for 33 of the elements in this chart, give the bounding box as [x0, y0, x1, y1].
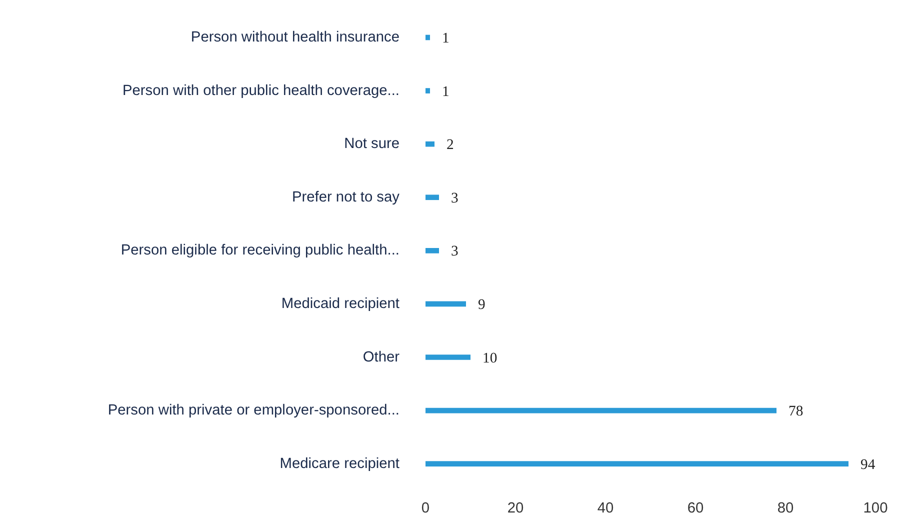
- y-tick-label: Person with private or employer-sponsored...: [108, 402, 400, 419]
- y-tick-label: Medicaid recipient: [281, 296, 400, 312]
- y-tick-label: Prefer not to say: [292, 189, 400, 206]
- data-label: 3: [451, 244, 458, 260]
- y-tick-label: Medicare recipient: [280, 456, 400, 472]
- y-tick-label: Person without health insurance: [190, 29, 400, 46]
- bar: [426, 34, 430, 40]
- y-tick-label: Person eligible for receiving public health...: [120, 242, 400, 259]
- data-label: 9: [478, 296, 486, 313]
- data-label: 94: [860, 456, 876, 473]
- bar: [426, 248, 439, 254]
- bar: [426, 408, 776, 414]
- bar: [426, 88, 430, 94]
- x-tick-label: 100: [863, 500, 888, 516]
- y-tick-label: Person with other public health coverage...: [122, 82, 400, 99]
- x-tick-label: 80: [777, 500, 794, 516]
- data-label: 1: [442, 30, 450, 46]
- y-tick-label: Other: [362, 349, 400, 366]
- x-tick-label: 0: [421, 500, 430, 516]
- y-tick-label: Not sure: [344, 136, 400, 152]
- x-tick-label: 60: [687, 500, 704, 516]
- data-label: 1: [442, 84, 450, 100]
- x-tick-label: 40: [597, 500, 614, 516]
- bar: [426, 461, 848, 467]
- data-label: 2: [446, 137, 454, 154]
- bar: [426, 301, 466, 307]
- data-label: 10: [482, 350, 498, 366]
- bar: [426, 354, 470, 360]
- bar: [426, 141, 434, 147]
- bar: [426, 194, 439, 200]
- data-label: 3: [451, 190, 458, 206]
- x-tick-label: 20: [507, 500, 524, 516]
- data-label: 78: [788, 404, 804, 420]
